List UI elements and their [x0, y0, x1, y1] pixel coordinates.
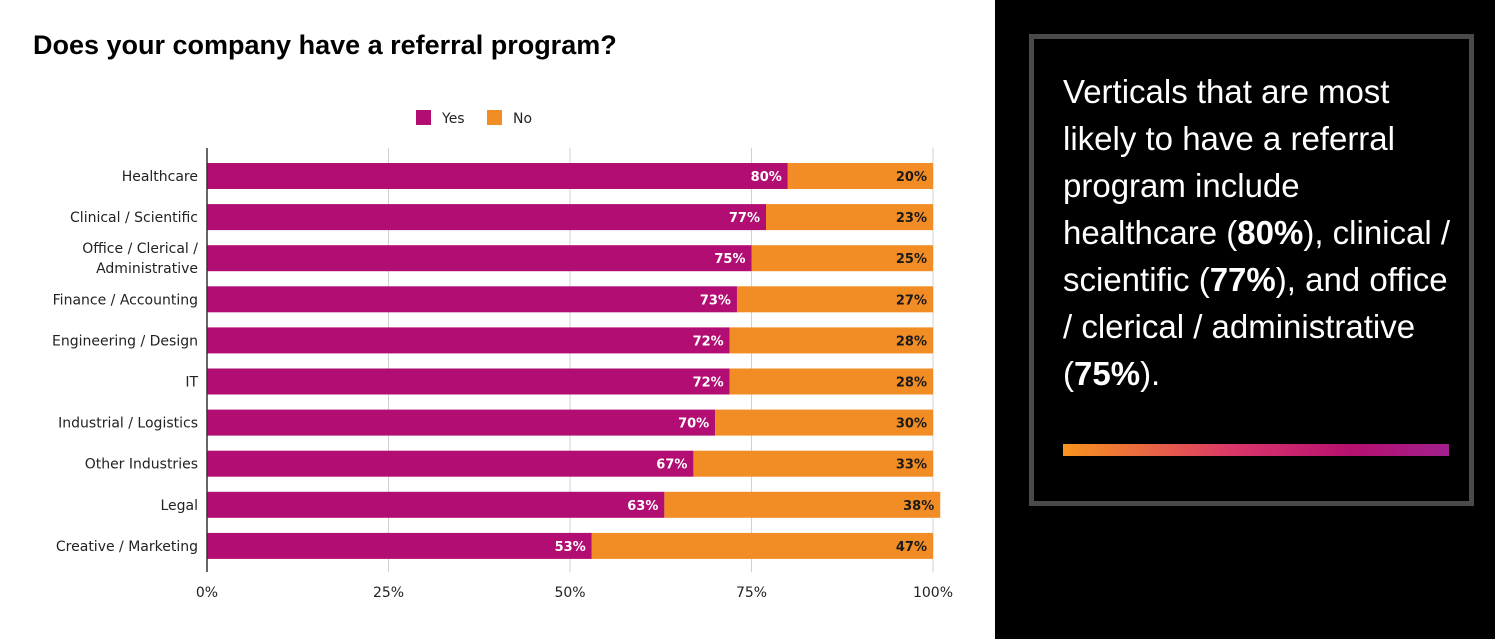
bar-no [751, 245, 933, 272]
bar-yes [207, 491, 665, 518]
callout-highlight: 75% [1074, 355, 1141, 392]
data-label-no: 27% [896, 293, 927, 308]
data-label-yes: 77% [729, 211, 760, 226]
bar-yes [207, 368, 730, 395]
bar-yes [207, 450, 694, 477]
bar-yes [207, 327, 730, 354]
category-label: Creative / Marketing [56, 539, 198, 555]
bar-no [787, 163, 933, 189]
bar-yes [207, 245, 752, 272]
x-tick-label: 100% [913, 585, 953, 601]
category-label: Industrial / Logistics [58, 416, 198, 432]
bar-no [591, 532, 933, 559]
callout-segment: ), and office / clerical / administrativ… [1063, 261, 1448, 392]
bar-yes [207, 532, 592, 559]
category-label: Finance / Accounting [53, 292, 198, 308]
callout-segment: ). [1140, 355, 1161, 392]
data-label-yes: 63% [627, 499, 658, 514]
data-label-no: 30% [896, 417, 927, 432]
data-label-no: 23% [896, 211, 927, 226]
legend-no-label: No [513, 111, 532, 127]
data-label-yes: 67% [656, 458, 687, 473]
bar-no [729, 368, 933, 395]
x-tick-label: 75% [736, 585, 767, 601]
side-panel [995, 0, 1495, 639]
data-label-yes: 80% [751, 170, 782, 185]
bar-no [766, 204, 933, 231]
callout-text: Verticals that are most likely to have a… [1063, 68, 1458, 397]
category-label: Office / Clerical / [82, 241, 198, 257]
category-label: Clinical / Scientific [70, 210, 198, 226]
bar-yes [207, 163, 788, 189]
data-label-no: 47% [896, 540, 927, 555]
bar-no [693, 450, 933, 477]
bar-no [736, 286, 933, 313]
callout-highlight: 77% [1209, 261, 1276, 298]
bar-yes [207, 286, 737, 313]
x-tick-label: 50% [554, 585, 585, 601]
category-label: Other Industries [85, 457, 198, 473]
data-label-yes: 72% [693, 334, 724, 349]
category-label: Legal [160, 498, 198, 514]
data-label-yes: 75% [714, 252, 745, 267]
data-label-no: 38% [903, 499, 934, 514]
chart-title: Does your company have a referral progra… [33, 30, 617, 60]
x-tick-label: 0% [196, 585, 218, 601]
data-label-yes: 73% [700, 293, 731, 308]
chart-panel: Does your company have a referral progra… [33, 30, 954, 601]
data-label-yes: 53% [555, 540, 586, 555]
legend-yes-label: Yes [441, 111, 465, 127]
category-label: IT [185, 375, 198, 391]
data-label-no: 20% [896, 170, 927, 185]
callout-highlight: 80% [1237, 214, 1304, 251]
category-label: Engineering / Design [52, 333, 198, 349]
data-label-no: 25% [896, 252, 927, 267]
data-label-no: 33% [896, 458, 927, 473]
callout-segment: Verticals that are most likely to have a… [1063, 73, 1395, 251]
callout-segment: ), clinical / scientific ( [1063, 214, 1451, 298]
bar-no [664, 491, 941, 518]
legend-yes-swatch [416, 110, 431, 125]
data-label-yes: 72% [693, 376, 724, 391]
category-label: Healthcare [122, 169, 198, 185]
bar-no [729, 327, 933, 354]
legend-no-swatch [487, 110, 502, 125]
data-label-no: 28% [896, 334, 927, 349]
bar-yes [207, 409, 716, 436]
callout-box [1029, 34, 1474, 506]
data-label-yes: 70% [678, 417, 709, 432]
gradient-accent-bar [1063, 444, 1449, 456]
bar-chart: 80% 20% Healthcare 77% 23% Clinical / Scienti… [52, 110, 953, 601]
bar-no [715, 409, 933, 436]
x-tick-label: 25% [373, 585, 404, 601]
category-label: Administrative [96, 261, 198, 277]
data-label-no: 28% [896, 376, 927, 391]
bar-yes [207, 204, 767, 231]
